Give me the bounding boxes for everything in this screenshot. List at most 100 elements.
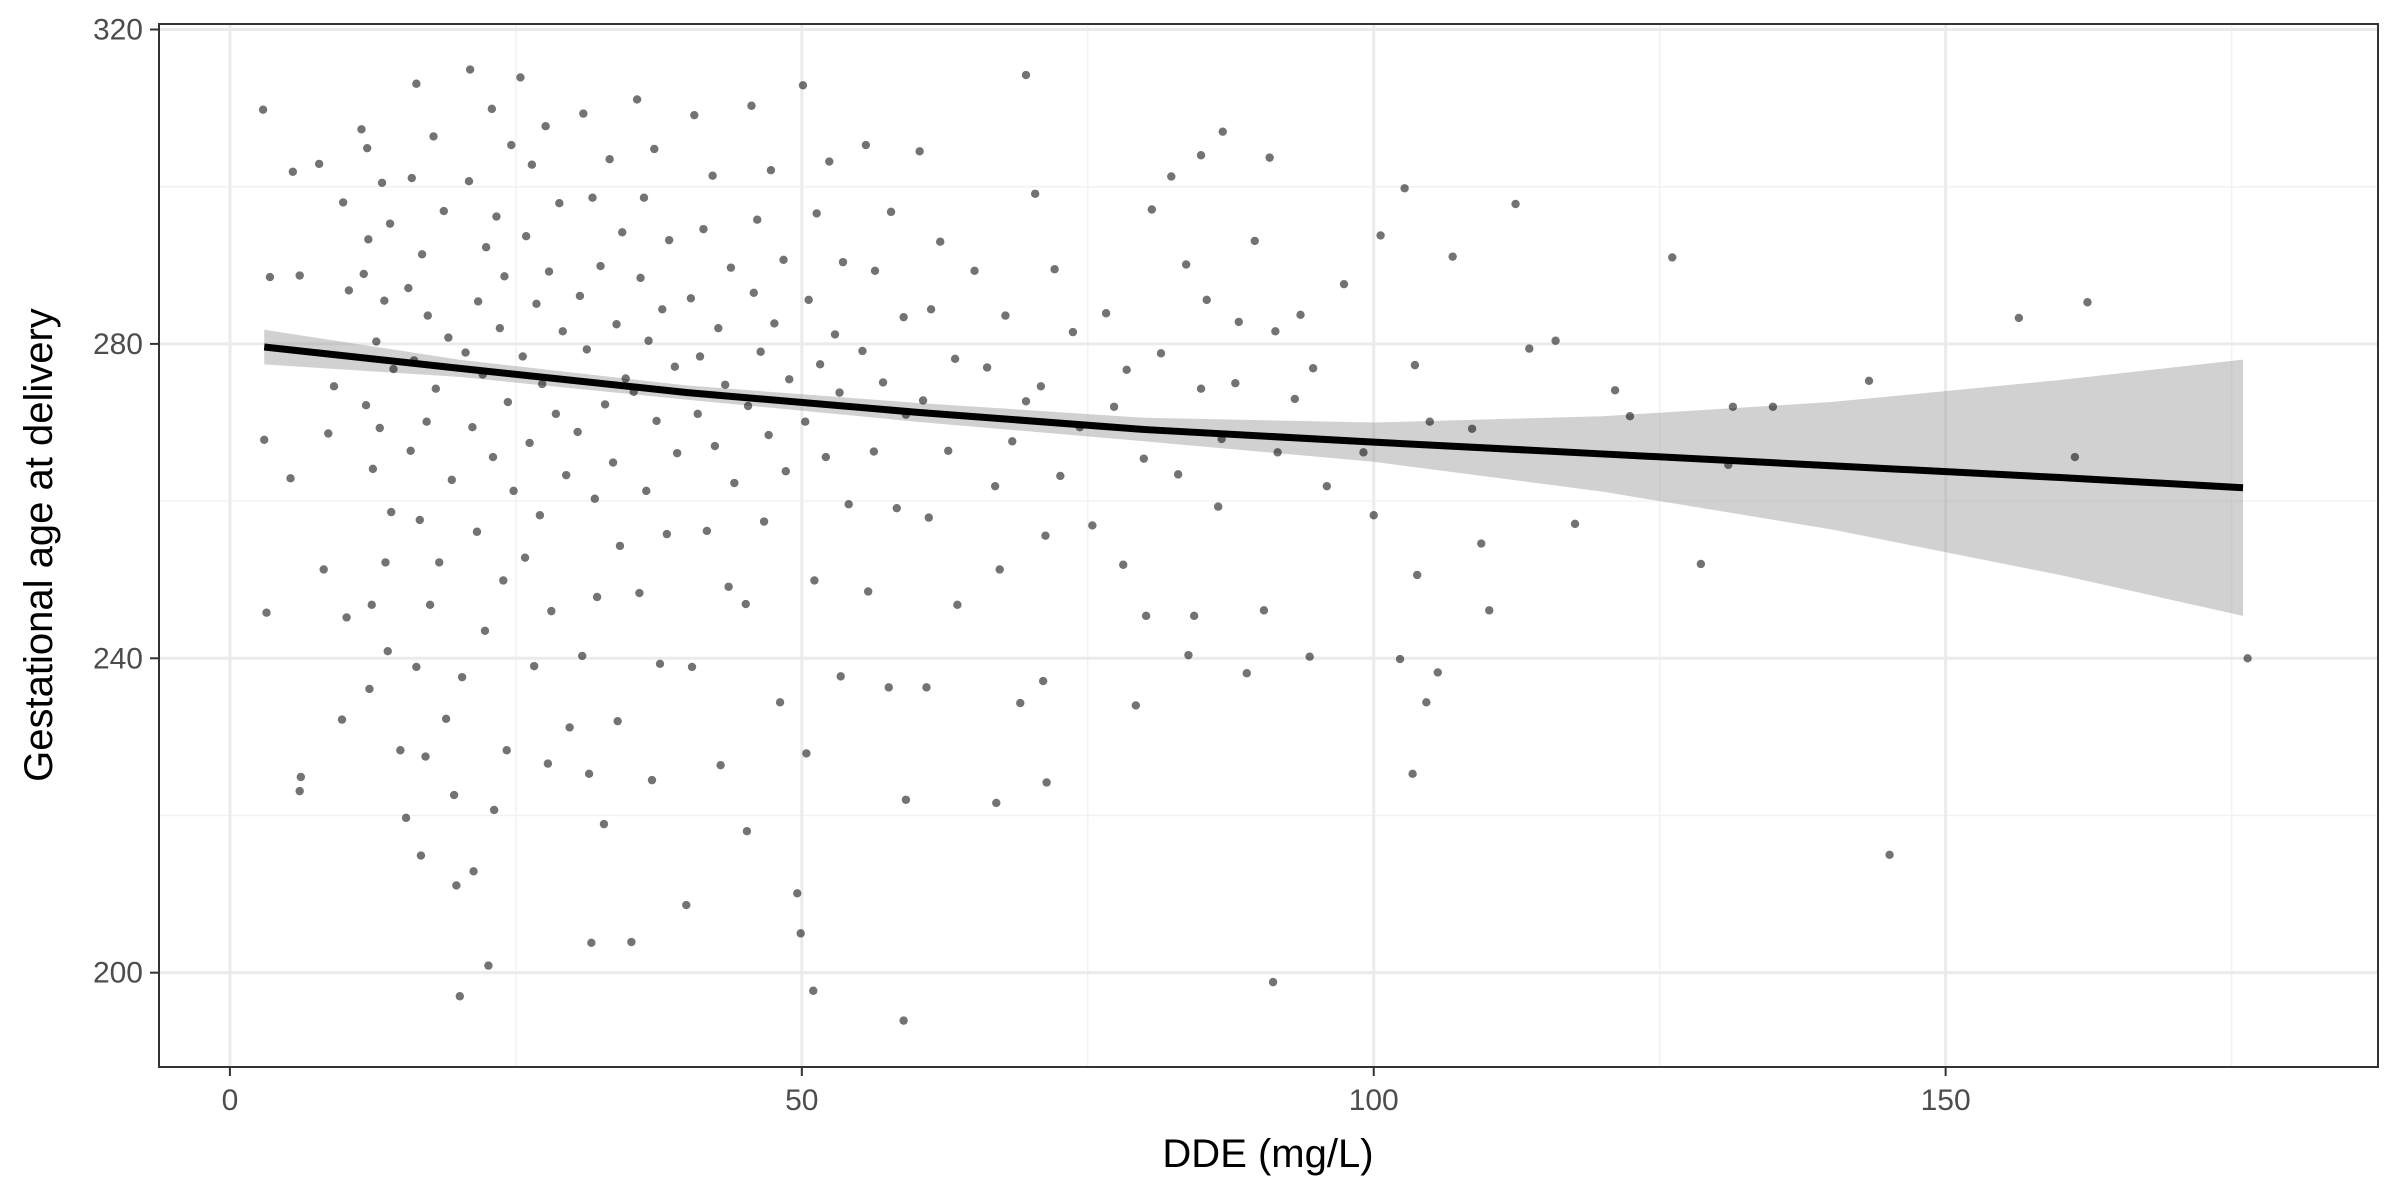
data-point [1088, 521, 1097, 530]
data-point [658, 305, 667, 314]
data-point [537, 379, 547, 389]
y-axis-ticks: 200 240 280 320 [93, 14, 159, 990]
data-point [605, 154, 614, 164]
data-point [1400, 184, 1409, 193]
data-point [416, 851, 426, 860]
data-point [1141, 611, 1151, 621]
data-point [695, 352, 705, 361]
data-point [502, 746, 511, 755]
data-point [779, 255, 788, 264]
data-point [899, 312, 908, 322]
data-point [547, 606, 556, 616]
data-point [1410, 360, 1420, 370]
data-point [362, 143, 372, 153]
data-point [632, 95, 642, 104]
data-point [699, 224, 708, 234]
data-point [1359, 448, 1368, 457]
data-point [381, 558, 390, 567]
data-point [809, 986, 818, 995]
data-point [262, 608, 271, 617]
data-point [329, 382, 339, 391]
data-point [1056, 471, 1065, 481]
data-point [464, 176, 474, 186]
data-point [364, 235, 373, 244]
data-point [1625, 412, 1635, 421]
data-point [295, 786, 304, 796]
data-point [892, 503, 901, 513]
data-point [1008, 437, 1017, 446]
data-point [507, 140, 516, 150]
data-point [1259, 606, 1269, 615]
data-point [417, 250, 427, 259]
data-point [468, 423, 477, 432]
data-point [1273, 448, 1282, 457]
data-point [1016, 698, 1025, 708]
data-point [492, 212, 501, 221]
data-point [838, 257, 848, 267]
data-point [431, 384, 441, 393]
data-point [338, 198, 348, 207]
data-point [1305, 652, 1314, 661]
data-point [1101, 309, 1111, 318]
data-point [452, 881, 461, 890]
data-point [915, 147, 924, 156]
data-point [383, 647, 392, 656]
data-point [488, 452, 498, 462]
data-point [1036, 382, 1046, 391]
data-point [342, 613, 351, 622]
data-point [720, 380, 730, 389]
data-point [650, 144, 659, 154]
data-point [1768, 402, 1778, 411]
data-point [618, 228, 627, 237]
data-point [830, 330, 840, 339]
data-point [1038, 676, 1048, 686]
data-point [1433, 668, 1442, 677]
data-point [295, 271, 304, 280]
data-point [815, 360, 825, 369]
data-point [1156, 349, 1166, 358]
data-point [520, 553, 530, 562]
data-point [1422, 698, 1431, 707]
data-point [415, 515, 424, 525]
data-point [368, 464, 378, 474]
data-point [386, 507, 396, 517]
data-point [587, 938, 596, 948]
data-point [286, 474, 295, 483]
data-point [1296, 310, 1305, 320]
data-point [1570, 519, 1580, 529]
data-point [749, 288, 758, 298]
data-point [1147, 205, 1157, 214]
data-point [2243, 654, 2252, 663]
data-point [1181, 260, 1191, 269]
data-point [1339, 279, 1349, 289]
data-point [1322, 481, 1332, 491]
data-point [724, 582, 733, 591]
data-point [500, 272, 509, 281]
data-point [590, 494, 599, 503]
data-point [2083, 298, 2092, 307]
data-point [982, 363, 992, 372]
data-point [863, 587, 873, 596]
x-tick-label: 150 [1921, 1084, 1971, 1117]
data-point [365, 684, 374, 694]
data-point [480, 626, 490, 635]
data-point [899, 1016, 908, 1025]
data-point [1196, 384, 1206, 393]
y-tick-label: 320 [93, 14, 143, 47]
data-point [1068, 327, 1078, 337]
data-point [1265, 153, 1274, 162]
data-point [565, 723, 574, 732]
data-point [781, 467, 791, 476]
data-point [1213, 502, 1223, 511]
data-point [357, 125, 366, 134]
data-point [716, 760, 725, 770]
data-point [953, 600, 962, 610]
data-point [1525, 344, 1534, 353]
data-point [447, 475, 457, 485]
data-point [377, 178, 387, 187]
x-tick-label: 0 [222, 1084, 239, 1117]
data-point [296, 772, 306, 782]
data-point [435, 558, 444, 567]
data-point [836, 672, 845, 681]
data-point [869, 447, 879, 456]
